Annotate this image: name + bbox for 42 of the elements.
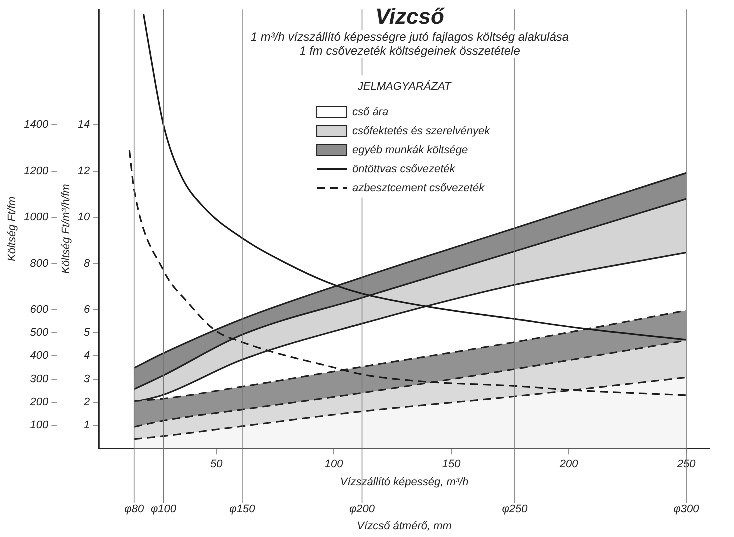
ref-line-label: φ200 xyxy=(349,504,376,516)
y2-tick-label: 14 xyxy=(78,119,90,132)
ref-line-label: φ80 xyxy=(124,504,145,516)
ref-line-label: φ100 xyxy=(150,504,178,516)
legend-title: JELMAGYARÁZAT xyxy=(356,80,452,94)
x-tick-label: 50 xyxy=(210,458,224,470)
y-tick-label: 200 xyxy=(29,396,50,408)
y2-tick-label: 12 xyxy=(78,165,90,178)
ref-line-label: φ150 xyxy=(230,504,256,516)
y2-tick-label: 6 xyxy=(84,304,91,316)
y-tick-label: 100 xyxy=(30,420,50,432)
y2-tick-label: 2 xyxy=(82,396,90,408)
x-tick-label: 250 xyxy=(676,458,697,470)
legend-label: egyéb munkák költsége xyxy=(352,144,468,156)
text: Vízcső átmérő, mm xyxy=(357,520,452,533)
y2-tick-label: 5 xyxy=(84,327,91,340)
y2-axis-title: Költség Ft/m³/h/fm xyxy=(60,184,72,274)
ref-line-label: φ300 xyxy=(674,504,700,516)
legend-label: cső ára xyxy=(352,106,389,118)
y-tick-label: 800 xyxy=(30,258,50,270)
y-tick-label: 600 xyxy=(30,304,50,316)
legend-label: öntöttvas csővezeték xyxy=(352,163,456,176)
y-tick-label: 300 xyxy=(30,373,50,386)
y-tick-label: 400 xyxy=(30,350,50,362)
y-tick-label: 500 xyxy=(30,327,50,340)
y2-tick-label: 4 xyxy=(84,350,90,362)
legend-label: azbesztcement csővezeték xyxy=(352,182,486,194)
x-tick-label: 200 xyxy=(558,458,580,470)
y-tick-label: 1200 xyxy=(24,165,50,178)
y-axis-title: Költség Ft/fm xyxy=(6,196,19,262)
ref-line-label: φ250 xyxy=(502,504,529,516)
y2-tick-label: 8 xyxy=(84,258,91,270)
text: 1 m³/h vízszállító képességre jutó fajlagos költség alakulása 1 fm csővezeték költségeinek összetétele xyxy=(250,30,570,58)
y2-tick-label: 1 xyxy=(84,420,90,432)
chart-title: Vizcső xyxy=(376,4,444,30)
y-tick-label: 1000 xyxy=(24,212,50,224)
x-tick-label: 100 xyxy=(324,458,344,470)
x-tick-label: 150 xyxy=(442,458,462,470)
y2-tick-label: 3 xyxy=(84,373,91,386)
legend-label: csőfektetés és szerelvények xyxy=(352,125,491,138)
y-tick-label: 1400 xyxy=(24,119,50,132)
y2-tick-label: 10 xyxy=(78,212,91,224)
